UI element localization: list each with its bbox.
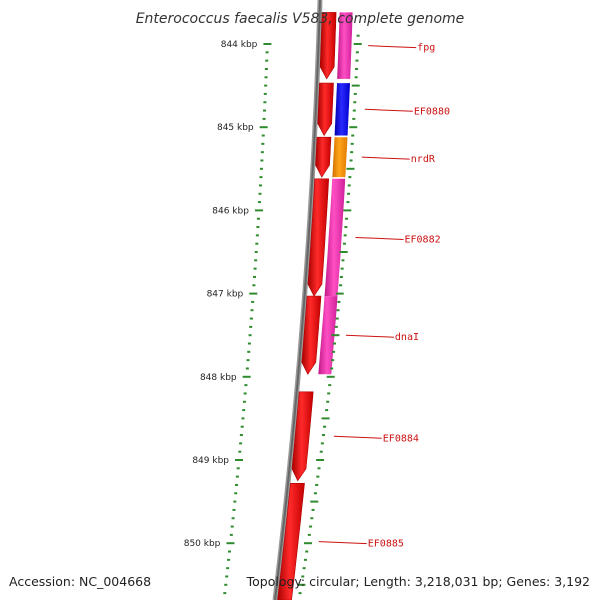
gene-label: nrdR [411, 154, 436, 165]
cds-feature [324, 178, 346, 297]
gene-labels: fpg EF0880 nrdR EF0882 dnaI EF0884 EF0885 [297, 34, 450, 595]
gene-label-connector [355, 236, 404, 240]
scale-tick-label: 848 kbp [200, 373, 237, 383]
scale-tick-label: 849 kbp [192, 456, 229, 466]
cds-feature [337, 12, 353, 79]
cds-feature [318, 296, 338, 375]
gene-label: EF0882 [404, 234, 440, 245]
gene-label: fpg [417, 43, 435, 54]
scale-tick-label: 850 kbp [184, 539, 221, 549]
gene-label-connector [361, 156, 410, 160]
gene-arrow [317, 82, 334, 137]
accession-text: Accession: NC_004668 [9, 574, 151, 589]
gene-arrow [277, 483, 305, 600]
gene-arrow [291, 391, 314, 482]
topology-text: Topology: circular; Length: 3,218,031 bp… [246, 574, 590, 589]
map-title: Enterococcus faecalis V583, complete gen… [136, 11, 465, 27]
gene-arrow [307, 178, 330, 297]
scale-tick-label: 845 kbp [217, 123, 254, 133]
cds-feature [332, 137, 348, 178]
scale-tick-label: 846 kbp [212, 206, 249, 216]
gene-label-connector [318, 541, 367, 545]
gene-label-connector [368, 45, 417, 49]
scale-tick-label: 847 kbp [207, 290, 244, 300]
genome-backbone [272, 0, 323, 600]
gene-label: EF0880 [414, 106, 450, 117]
scale-tick-label: 844 kbp [221, 40, 258, 50]
scale-ruler: 844 kbp 845 kbp 846 kbp 847 kbp 848 kbp 849 k… [184, 40, 272, 595]
gene-label: EF0885 [368, 539, 404, 550]
gene-arrow [319, 12, 337, 80]
backbone-line-core [274, 0, 321, 600]
gene-label-connector [333, 435, 382, 439]
gene-arrow [301, 295, 322, 375]
gene-track [277, 12, 337, 600]
gene-label: EF0884 [383, 433, 419, 444]
gene-arrow [315, 136, 332, 178]
gene-label: dnaI [395, 332, 419, 343]
gene-label-connector [364, 108, 413, 112]
cds-feature [334, 83, 350, 136]
gene-label-connector [345, 334, 394, 338]
cds-track [318, 12, 353, 375]
